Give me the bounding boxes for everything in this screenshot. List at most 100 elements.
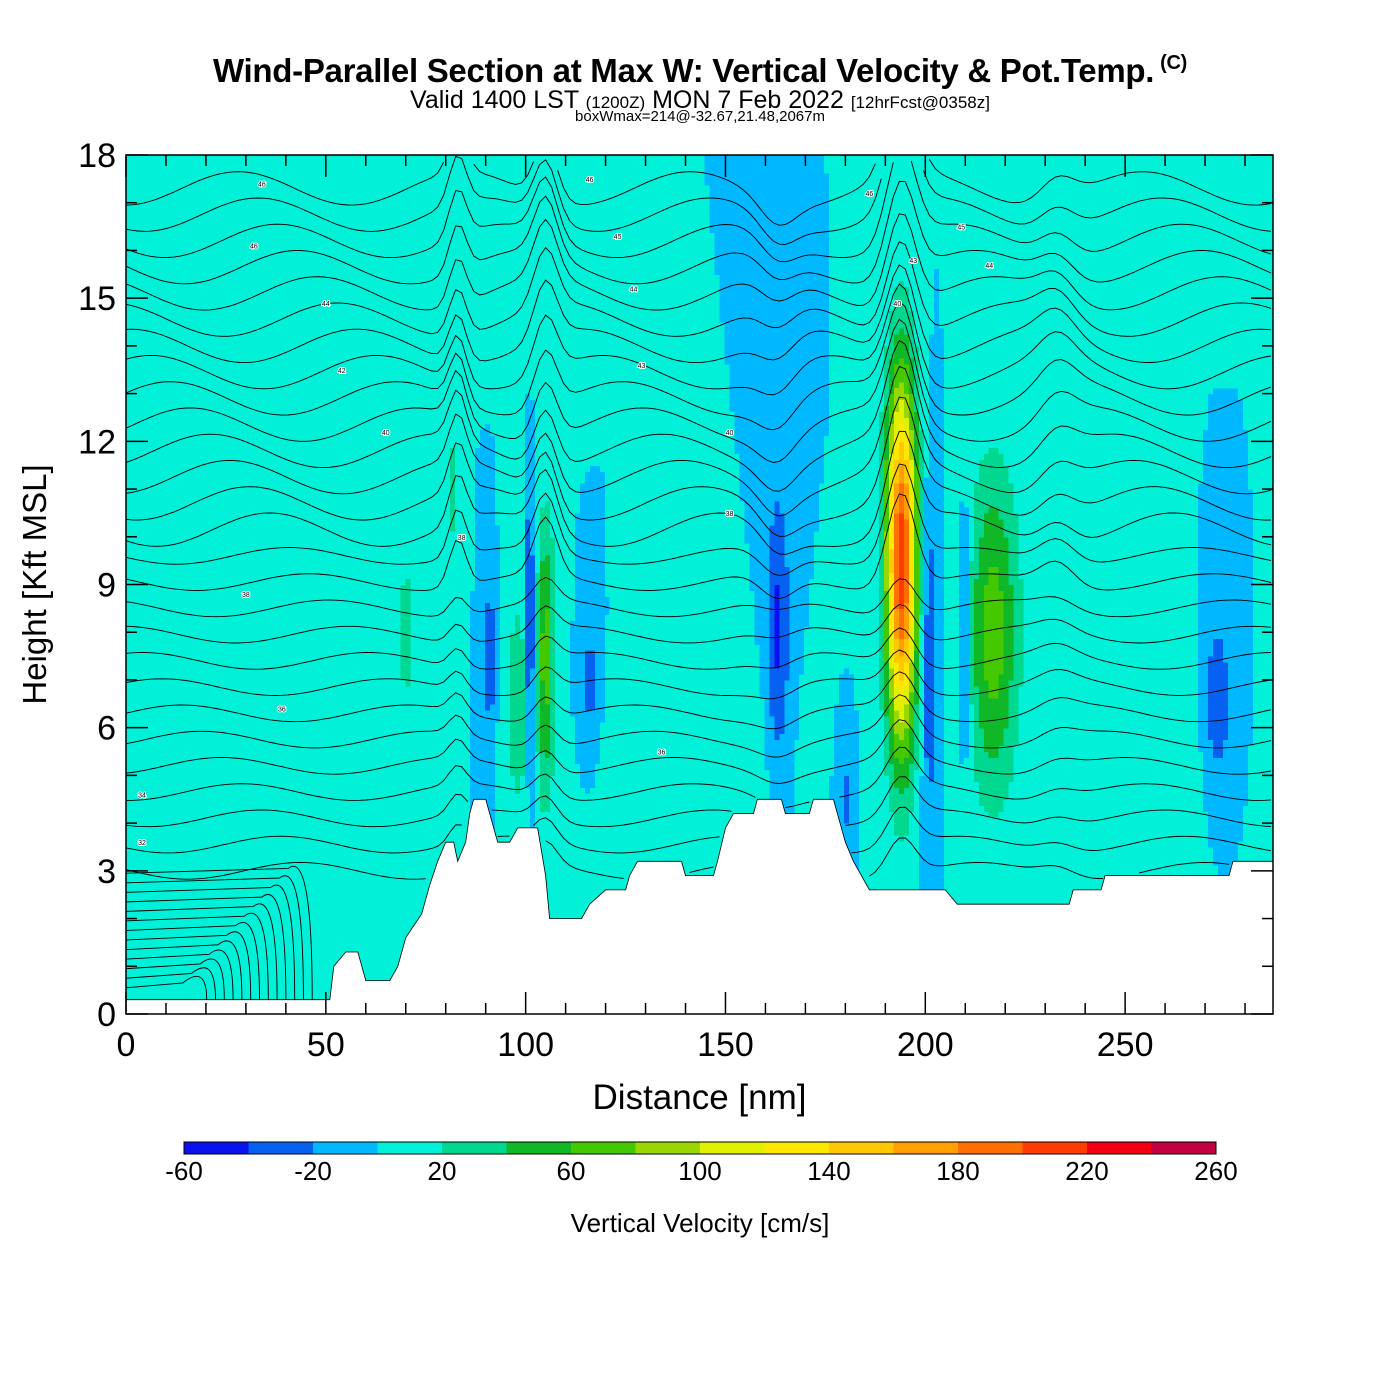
velocity-cell [1213, 638, 1219, 759]
velocity-cell [764, 155, 770, 771]
theta-label: 46 [586, 177, 594, 184]
velocity-cell [729, 155, 736, 413]
velocity-cell [983, 453, 990, 514]
velocity-cell [769, 524, 775, 717]
velocity-cell [295, 155, 302, 1015]
x-tick-label: 50 [307, 1026, 345, 1064]
theta-contour [125, 241, 1272, 337]
velocity-cell [973, 685, 980, 782]
x-tick-label: 200 [897, 1026, 954, 1064]
velocity-cell [908, 691, 915, 729]
velocity-cell [704, 155, 711, 186]
velocity-cell [908, 429, 915, 460]
velocity-cell [1068, 155, 1075, 1015]
theta-contour [125, 694, 1272, 758]
colorbar-tick-label: 180 [936, 1156, 979, 1186]
x-tick-label: 100 [497, 1026, 554, 1064]
velocity-cell [879, 411, 885, 711]
theta-label: 42 [338, 368, 346, 375]
velocity-cell [340, 155, 347, 1015]
theta-contour [125, 463, 1272, 576]
theta-labels: 46 46 46 46 45 45 44 44 44 42 43 43 40 40 40 38 38 38 36 36… [137, 176, 994, 848]
velocity-cell [679, 155, 686, 1015]
velocity-cell [903, 417, 910, 436]
velocity-cell [744, 155, 750, 544]
theta-contour [125, 866, 313, 1000]
colorbar-tick-label: 140 [807, 1156, 850, 1186]
velocity-cell [734, 453, 740, 1015]
velocity-cell [544, 757, 551, 812]
velocity-cell [1123, 155, 1129, 1015]
velocity-cell [584, 471, 591, 651]
velocity-cell [898, 656, 905, 681]
colorbar-swatch [1022, 1142, 1088, 1154]
velocity-cell [1233, 387, 1239, 866]
velocity-cell [455, 155, 461, 1015]
velocity-cell [579, 483, 586, 788]
velocity-cell [988, 566, 995, 699]
velocity-cell [644, 155, 651, 1015]
velocity-cell [908, 626, 915, 663]
velocity-cell [370, 155, 376, 1015]
velocity-cell [400, 584, 406, 681]
velocity-cell [549, 155, 556, 538]
velocity-cell [844, 668, 850, 776]
velocity-cell [889, 668, 895, 699]
velocity-cell [1173, 155, 1179, 1015]
velocity-cell [819, 483, 825, 1015]
velocity-cell [1013, 745, 1020, 1015]
velocity-cell [584, 709, 591, 794]
velocity-cell [908, 310, 915, 359]
velocity-cell [330, 155, 337, 1015]
velocity-cell [898, 512, 905, 609]
velocity-cell [569, 715, 576, 1015]
theta-contours [125, 155, 1272, 1000]
velocity-cell [1218, 155, 1224, 389]
velocity-cell [884, 459, 890, 532]
velocity-cell [594, 763, 601, 1015]
velocity-cell [210, 155, 217, 1015]
velocity-cell [539, 679, 546, 753]
velocity-cell [1003, 727, 1010, 800]
velocity-cell [320, 155, 327, 1015]
velocity-cell [185, 155, 192, 1015]
velocity-cell [923, 614, 930, 759]
velocity-cell [1003, 465, 1010, 538]
velocity-cell [889, 572, 895, 633]
velocity-cell [1228, 155, 1234, 389]
velocity-cell [903, 703, 910, 729]
velocity-cell [1148, 155, 1154, 1015]
velocity-cell [943, 155, 950, 1015]
velocity-cell [913, 345, 920, 413]
velocity-cell [893, 512, 900, 609]
velocity-cell [893, 483, 900, 514]
velocity-cell [1053, 155, 1060, 1015]
velocity-cell [903, 518, 910, 603]
velocity-cell [978, 727, 985, 806]
velocity-cell [325, 155, 332, 1015]
velocity-cell [544, 554, 551, 609]
velocity-cell [505, 155, 511, 1015]
velocity-cell [734, 155, 740, 454]
theta-label: 45 [957, 225, 965, 232]
velocity-cell [963, 757, 970, 1015]
velocity-cell [170, 155, 177, 1015]
velocity-cell [1223, 155, 1229, 389]
velocity-cell [529, 399, 536, 556]
velocity-cell [884, 590, 890, 663]
velocity-cell [599, 721, 606, 1015]
velocity-cell [933, 155, 940, 269]
velocity-cell [490, 155, 496, 436]
copyright-mark: (C) [1160, 52, 1187, 74]
velocity-cell [898, 721, 905, 741]
velocity-cell [824, 172, 830, 436]
velocity-cell [485, 709, 491, 878]
velocity-cell [1018, 155, 1025, 580]
velocity-cell [1093, 155, 1100, 1015]
velocity-cell [385, 155, 391, 1015]
velocity-cell [898, 155, 905, 281]
velocity-cell [908, 357, 915, 395]
theta-contour [125, 776, 1272, 828]
colorbar-swatch [700, 1142, 765, 1154]
velocity-cell [948, 155, 955, 1015]
